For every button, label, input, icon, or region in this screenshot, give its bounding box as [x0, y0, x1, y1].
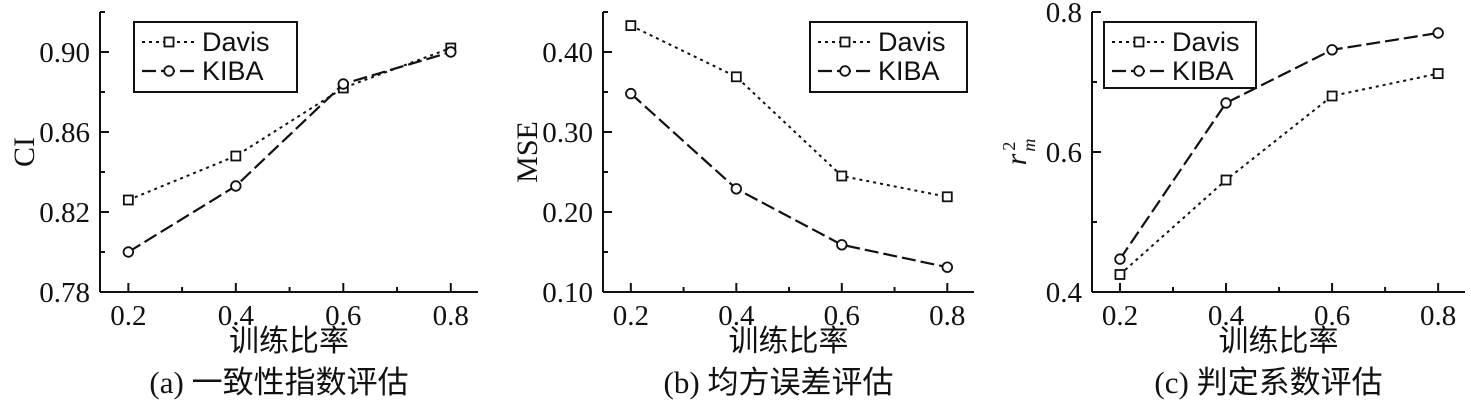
legend-label-kiba: KIBA: [1172, 56, 1234, 86]
data-point-kiba: [1432, 27, 1444, 39]
y-tick-label: 0.40: [542, 37, 593, 69]
x-tick-label: 0.6: [1314, 300, 1350, 332]
y-tick-label: 0.4: [1046, 277, 1083, 309]
y-axis-label-subscript: m: [1019, 139, 1039, 152]
data-point-kiba: [337, 78, 350, 90]
legend-box: [1103, 21, 1257, 89]
x-tick-label: 0.4: [718, 300, 755, 332]
data-point-davis: [625, 20, 637, 32]
legend-box: [809, 21, 968, 93]
data-point-kiba: [625, 87, 637, 100]
y-tick-label: 0.20: [542, 197, 593, 229]
data-point-davis: [1432, 68, 1444, 79]
y-tick-label: 0.86: [39, 117, 90, 149]
y-tick-label: 0.10: [542, 277, 593, 309]
y-axis-label: CI: [8, 137, 41, 167]
x-tick-label: 0.4: [1208, 300, 1245, 332]
x-tick-label: 0.2: [613, 300, 649, 332]
series-line-davis: [1119, 72, 1439, 276]
y-axis-label: rm2: [999, 139, 1039, 166]
y-axis-label-superscript: 2: [999, 142, 1019, 151]
y-axis-label-base: r: [1000, 153, 1033, 165]
legend-box: [133, 21, 298, 93]
data-point-kiba: [730, 183, 743, 195]
legend-marker-kiba: [839, 65, 851, 77]
chart-caption: (a) 一致性指数评估: [149, 365, 408, 400]
chart-panel-0: 0.78 0.82 0.86 0.90 0.2 0.4 0.6 0.8 训练比率 CI DavisK…: [8, 11, 478, 400]
x-tick-label: 0.2: [110, 300, 146, 332]
series-line-davis: [630, 24, 948, 198]
x-tick-label: 0.8: [433, 300, 469, 332]
x-tick-label: 0.6: [824, 300, 860, 332]
legend-label-davis: Davis: [1172, 27, 1240, 57]
data-point-davis: [230, 150, 242, 162]
chart-caption: (c) 判定系数评估: [1154, 365, 1382, 400]
chart-caption: (b) 均方误差评估: [664, 365, 894, 400]
legend-marker-davis: [163, 36, 175, 48]
legend-marker-kiba: [1133, 65, 1145, 77]
data-point-davis: [1114, 269, 1126, 280]
x-axis-label: 训练比率: [229, 325, 349, 358]
data-point-kiba: [445, 46, 457, 58]
data-point-kiba: [1114, 253, 1126, 265]
series-line-kiba: [1119, 31, 1439, 260]
y-tick-label: 0.90: [39, 37, 90, 69]
data-point-davis: [730, 71, 742, 83]
series-line-kiba: [127, 50, 452, 253]
y-tick-label: 0.8: [1046, 0, 1082, 29]
legend-label-davis: Davis: [202, 27, 270, 57]
data-point-kiba: [1326, 44, 1338, 56]
data-point-kiba: [122, 246, 135, 258]
data-point-kiba: [1220, 97, 1232, 109]
x-tick-label: 0.2: [1102, 300, 1138, 332]
chart-panel-1: 0.10 0.20 0.30 0.40 0.2 0.4 0.6 0.8 训练比率 MSE Davis…: [511, 11, 974, 400]
x-axis-label: 训练比率: [1219, 325, 1339, 358]
series-line-davis: [127, 47, 452, 201]
data-point-davis: [836, 170, 848, 182]
legend-marker-davis: [1133, 36, 1145, 48]
y-tick-label: 0.6: [1046, 137, 1082, 169]
data-point-kiba: [230, 180, 242, 192]
legend-marker-kiba: [163, 65, 175, 77]
y-tick-label: 0.82: [39, 197, 90, 229]
data-point-davis: [122, 194, 134, 206]
series-line-kiba: [630, 92, 948, 269]
legend-marker-davis: [839, 36, 851, 48]
y-axis-label: MSE: [511, 121, 544, 183]
data-point-kiba: [836, 239, 848, 251]
legend-label-kiba: KIBA: [878, 56, 940, 86]
x-tick-label: 0.4: [218, 300, 255, 332]
y-tick-label: 0.78: [39, 277, 90, 309]
data-point-davis: [1220, 174, 1232, 186]
data-point-davis: [941, 191, 953, 203]
legend-label-kiba: KIBA: [202, 56, 264, 86]
data-point-kiba: [941, 261, 953, 273]
x-tick-label: 0.6: [325, 300, 361, 332]
x-axis-label: 训练比率: [729, 325, 849, 358]
y-tick-label: 0.30: [542, 117, 593, 149]
x-tick-label: 0.8: [929, 300, 965, 332]
data-point-davis: [1326, 90, 1338, 102]
legend-label-davis: Davis: [878, 27, 946, 57]
x-tick-label: 0.8: [1420, 300, 1456, 332]
